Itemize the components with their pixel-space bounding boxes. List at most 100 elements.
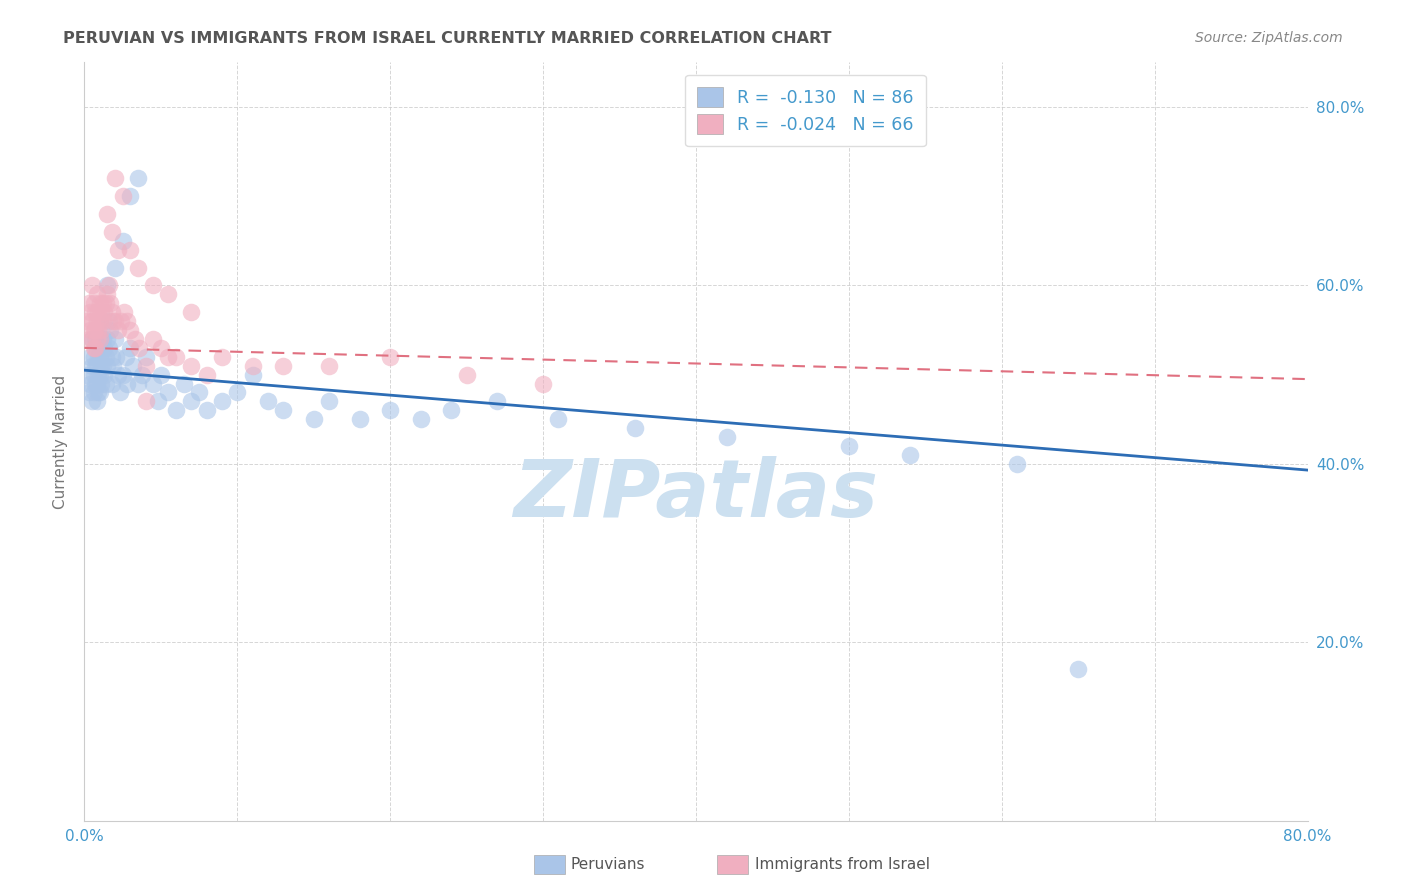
- Point: [83, 296, 105, 310]
- Y-axis label: Currently Married: Currently Married: [52, 375, 67, 508]
- Point: [898, 448, 921, 462]
- Point: [120, 189, 142, 203]
- Point: [83, 385, 105, 400]
- Point: [87, 385, 110, 400]
- Point: [86, 314, 108, 328]
- Point: [349, 412, 371, 426]
- Point: [380, 350, 402, 364]
- Text: PERUVIAN VS IMMIGRANTS FROM ISRAEL CURRENTLY MARRIED CORRELATION CHART: PERUVIAN VS IMMIGRANTS FROM ISRAEL CURRE…: [63, 31, 832, 46]
- Point: [90, 359, 112, 373]
- Point: [84, 359, 107, 373]
- Point: [142, 376, 165, 391]
- Point: [142, 278, 165, 293]
- Point: [318, 394, 340, 409]
- Point: [1067, 662, 1090, 676]
- Point: [91, 359, 114, 373]
- Point: [135, 394, 157, 409]
- Point: [211, 394, 233, 409]
- Point: [122, 359, 145, 373]
- Point: [120, 341, 142, 355]
- Point: [127, 260, 149, 275]
- Point: [1005, 457, 1028, 471]
- Point: [108, 385, 131, 400]
- Point: [89, 385, 111, 400]
- Point: [90, 341, 112, 355]
- Point: [195, 403, 218, 417]
- Point: [86, 394, 108, 409]
- Point: [86, 341, 108, 355]
- Point: [165, 350, 187, 364]
- Point: [127, 171, 149, 186]
- Point: [79, 323, 101, 337]
- Point: [114, 350, 136, 364]
- Point: [80, 314, 103, 328]
- Point: [83, 350, 105, 364]
- Point: [226, 385, 249, 400]
- Point: [87, 368, 110, 382]
- Point: [111, 234, 134, 248]
- Point: [112, 305, 135, 319]
- Point: [84, 323, 107, 337]
- Point: [271, 359, 294, 373]
- Point: [486, 394, 509, 409]
- Point: [103, 359, 125, 373]
- Point: [107, 243, 129, 257]
- Point: [96, 287, 118, 301]
- Point: [456, 368, 478, 382]
- Point: [180, 359, 202, 373]
- Point: [76, 314, 98, 328]
- Point: [104, 171, 127, 186]
- Point: [107, 323, 129, 337]
- Point: [91, 314, 114, 328]
- Point: [440, 403, 463, 417]
- Point: [716, 430, 738, 444]
- Point: [77, 296, 100, 310]
- Point: [83, 341, 105, 355]
- Point: [80, 332, 103, 346]
- Point: [77, 385, 100, 400]
- Point: [188, 385, 211, 400]
- Point: [101, 225, 124, 239]
- Point: [93, 305, 115, 319]
- Point: [257, 394, 280, 409]
- Point: [84, 305, 107, 319]
- Point: [131, 368, 153, 382]
- Point: [90, 305, 112, 319]
- Point: [97, 278, 120, 293]
- Point: [89, 350, 111, 364]
- Point: [76, 368, 98, 382]
- Point: [86, 376, 108, 391]
- Point: [89, 314, 111, 328]
- Point: [146, 394, 169, 409]
- Point: [84, 341, 107, 355]
- Point: [80, 394, 103, 409]
- Point: [79, 376, 101, 391]
- Point: [103, 314, 125, 328]
- Point: [104, 260, 127, 275]
- Point: [86, 359, 108, 373]
- Point: [89, 368, 111, 382]
- Point: [124, 332, 146, 346]
- Point: [97, 314, 120, 328]
- Point: [90, 323, 112, 337]
- Point: [120, 243, 142, 257]
- Point: [86, 287, 108, 301]
- Point: [104, 332, 127, 346]
- Point: [838, 439, 860, 453]
- Point: [165, 403, 187, 417]
- Point: [107, 368, 129, 382]
- Point: [195, 368, 218, 382]
- Point: [79, 305, 101, 319]
- Point: [547, 412, 569, 426]
- Point: [531, 376, 554, 391]
- Point: [93, 341, 115, 355]
- Point: [142, 332, 165, 346]
- Point: [120, 323, 142, 337]
- Point: [101, 305, 124, 319]
- Point: [89, 332, 111, 346]
- Point: [79, 350, 101, 364]
- Point: [94, 376, 117, 391]
- Point: [624, 421, 647, 435]
- Point: [90, 376, 112, 391]
- Point: [157, 350, 180, 364]
